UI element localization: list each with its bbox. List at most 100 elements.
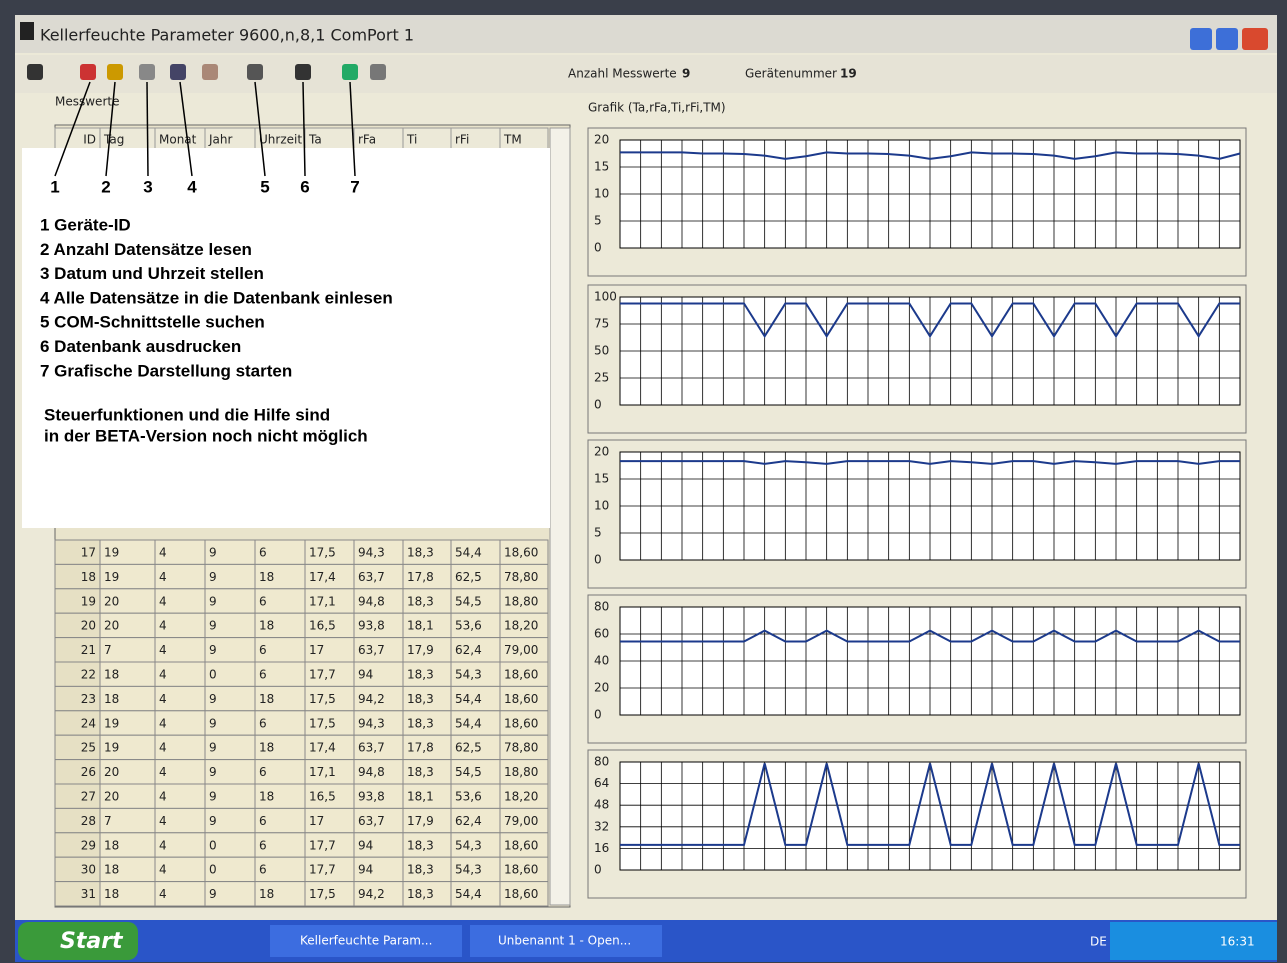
y-tick-label: 80 [594,600,609,614]
cell-text: 54,4 [455,716,482,730]
cell-text: 17,9 [407,643,434,657]
cell-text: 17 [81,546,96,560]
cell-text: 19 [104,570,119,584]
cell-text: 94 [358,838,373,852]
legend-line: 3 Datum und Uhrzeit stellen [40,264,264,283]
cell-text: 17,9 [407,814,434,828]
minimize-button[interactable] [1190,28,1212,50]
column-header: Ti [406,133,417,147]
count-label: Anzahl Messwerte [568,67,677,81]
cell-text: 26 [81,765,96,779]
cell-text: 17,4 [309,570,336,584]
maximize-button[interactable] [1216,28,1238,50]
y-tick-label: 0 [594,398,602,412]
cell-text: 9 [209,765,217,779]
cell-text: 19 [81,594,96,608]
y-tick-label: 10 [594,187,609,201]
cell-text: 17,5 [309,887,336,901]
cell-text: 18,1 [407,619,434,633]
cell-text: 4 [159,838,167,852]
cell-text: 6 [259,765,267,779]
marker: 2 [101,177,110,196]
cell-text: 17 [309,643,324,657]
device-value: 19 [840,67,857,81]
cell-text: 63,7 [358,643,385,657]
cell-text: 17,8 [407,570,434,584]
cell-text: 17,8 [407,741,434,755]
legend-line: 5 COM-Schnittstelle suchen [40,313,265,332]
cell-text: 63,7 [358,814,385,828]
cell-text: 30 [81,863,96,877]
cell-text: 18 [259,741,274,755]
scrollbar [550,128,570,905]
toolbar-icon [80,64,96,80]
cell-text: 16,5 [309,619,336,633]
cell-text: 18,3 [407,668,434,682]
screen: Kellerfeuchte Parameter 9600,n,8,1 ComPo… [0,0,1287,963]
cell-text: 18 [259,887,274,901]
cell-text: 18,80 [504,594,538,608]
language: DE [1090,935,1107,949]
cell-text: 9 [209,692,217,706]
cell-text: 17,1 [309,765,336,779]
legend-line: 1 Geräte-ID [40,215,131,234]
start-label: Start [60,929,124,954]
cell-text: 94,8 [358,765,385,779]
cell-text: 18,3 [407,546,434,560]
cell-text: 4 [159,741,167,755]
cell-text: 16,5 [309,790,336,804]
column-header: Monat [159,133,197,147]
cell-text: 4 [159,692,167,706]
device-label: Gerätenummer [745,67,837,81]
toolbar-icon [107,64,123,80]
cell-text: 18 [104,863,119,877]
cell-text: 6 [259,716,267,730]
cell-text: 19 [104,741,119,755]
cell-text: 28 [81,814,96,828]
cell-text: 53,6 [455,790,482,804]
cell-text: 19 [104,716,119,730]
cell-text: 18,60 [504,716,538,730]
close-button[interactable] [1242,28,1268,50]
cell-text: 18,3 [407,716,434,730]
y-tick-label: 50 [594,344,609,358]
cell-text: 54,5 [455,594,482,608]
marker: 4 [187,177,197,196]
cell-text: 18,3 [407,887,434,901]
cell-text: 20 [104,619,119,633]
marker: 6 [300,177,309,196]
cell-text: 9 [209,619,217,633]
cell-text: 17 [309,814,324,828]
cell-text: 94,3 [358,546,385,560]
clock: 16:31 [1220,935,1255,949]
task-label: Unbenannt 1 - Open... [498,934,631,948]
cell-text: 62,4 [455,643,482,657]
y-tick-label: 80 [594,755,609,769]
legend-line: 4 Alle Datensätze in die Datenbank einle… [40,288,393,307]
toolbar-icon [139,64,155,80]
cell-text: 17,7 [309,838,336,852]
cell-text: 18,60 [504,838,538,852]
toolbar-icon [295,64,311,80]
cell-text: 18 [104,668,119,682]
cell-text: 17,5 [309,716,336,730]
y-tick-label: 5 [594,526,602,540]
cell-text: 19 [104,546,119,560]
cell-text: 63,7 [358,741,385,755]
y-tick-label: 0 [594,708,602,722]
toolbar-icon [202,64,218,80]
cell-text: 17,5 [309,692,336,706]
legend-line: 7 Grafische Darstellung starten [40,361,292,380]
toolbar-icon [27,64,43,80]
cell-text: 54,4 [455,887,482,901]
y-tick-label: 5 [594,214,602,228]
y-tick-label: 10 [594,499,609,513]
y-tick-label: 32 [594,819,609,833]
y-tick-label: 16 [594,841,609,855]
cell-text: 7 [104,643,112,657]
cell-text: 4 [159,546,167,560]
window-title: Kellerfeuchte Parameter 9600,n,8,1 ComPo… [40,26,414,45]
toolbar-icon [370,64,386,80]
cell-text: 94 [358,668,373,682]
cell-text: 18,3 [407,765,434,779]
